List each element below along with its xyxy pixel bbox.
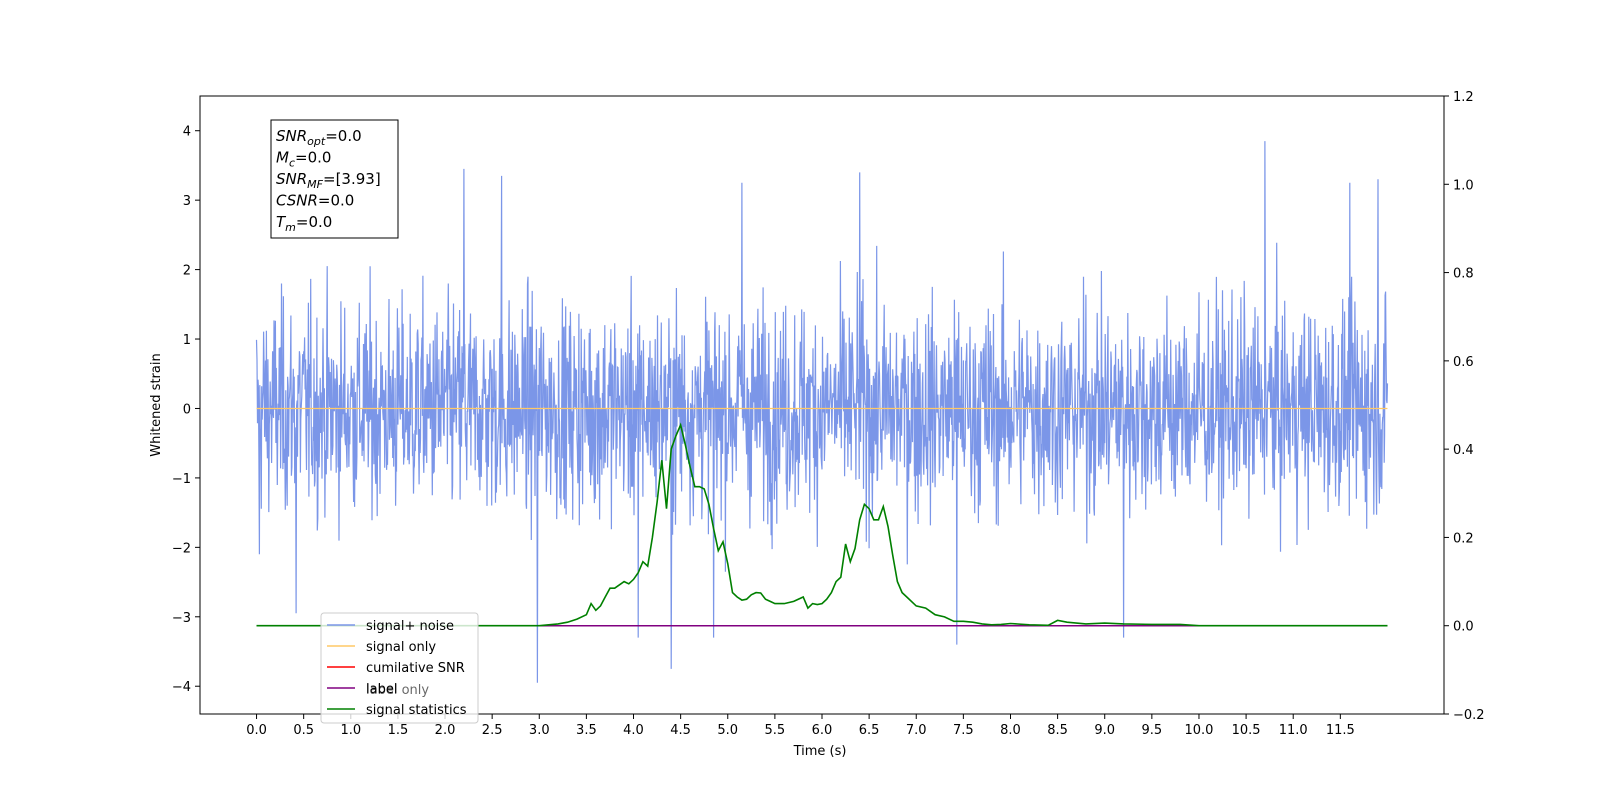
x-tick-label: 10.5	[1232, 723, 1261, 738]
x-tick-label: 0.0	[246, 723, 267, 738]
y2-tick-label: 0.0	[1453, 620, 1474, 635]
y-tick-label: 1	[183, 333, 191, 348]
y2-tick-label: 0.4	[1453, 443, 1474, 458]
y-axis-left: 4 3 2 1 0 −1 −2 −3 −4	[172, 125, 200, 695]
annotation-frame	[270, 119, 399, 239]
annotation-line: Mc=0.0	[276, 149, 331, 170]
y-tick-label: 4	[183, 125, 191, 140]
y-tick-label: −2	[172, 541, 191, 556]
x-tick-label: 6.0	[812, 723, 833, 738]
x-tick-label: 1.5	[388, 723, 409, 738]
x-tick-label: 3.5	[576, 723, 597, 738]
legend-hidden-text: label only	[366, 683, 429, 698]
y2-tick-label: 1.0	[1453, 178, 1474, 193]
y-tick-label: −4	[172, 680, 191, 695]
annotation-line: SNRopt=0.0	[276, 127, 362, 148]
x-tick-label: 11.0	[1279, 723, 1308, 738]
x-axis-label: Time (s)	[793, 744, 847, 759]
x-tick-label: 2.5	[482, 723, 503, 738]
legend-entry: signal+ noise	[366, 619, 454, 634]
x-tick-label: 10.0	[1184, 723, 1213, 738]
legend: label only signal+ noise signal only cumila…	[320, 612, 479, 724]
x-tick-label: 3.0	[529, 723, 550, 738]
x-tick-label: 4.5	[670, 723, 691, 738]
x-tick-label: 7.5	[953, 723, 974, 738]
y2-tick-label: −0.2	[1453, 708, 1485, 723]
noise-series	[255, 141, 1389, 683]
y-tick-label: 3	[183, 194, 191, 209]
x-tick-label: 0.5	[293, 723, 314, 738]
y2-tick-label: 0.6	[1453, 355, 1474, 370]
legend-entry: cumilative SNR	[366, 661, 465, 676]
x-tick-label: 1.0	[340, 723, 361, 738]
y-tick-label: 0	[183, 402, 191, 417]
x-tick-label: 5.0	[717, 723, 738, 738]
x-tick-label: 4.0	[623, 723, 644, 738]
y-tick-label: −3	[172, 611, 191, 626]
legend-entry: label	[366, 682, 397, 697]
y-tick-label: 2	[183, 264, 191, 279]
signal-statistics-series	[256, 422, 1388, 627]
x-tick-label: 6.5	[859, 723, 880, 738]
x-tick-label: 9.0	[1094, 723, 1115, 738]
y-tick-label: −1	[172, 472, 191, 487]
x-axis: 0.0 0.5 1.0 1.5 2.0 2.5 3.0 3.5 4.0 4.5 5.0 5.5 6.0 6…	[246, 714, 1355, 738]
x-tick-label: 7.0	[906, 723, 927, 738]
x-tick-label: 9.5	[1142, 723, 1163, 738]
y-axis-right: 1.2 1.0 0.8 0.6 0.4 0.2 0.0 −0.2	[1444, 90, 1485, 723]
x-tick-label: 8.5	[1047, 723, 1068, 738]
y-axis-label: Whitened strain	[149, 353, 164, 456]
x-tick-label: 11.5	[1326, 723, 1355, 738]
annotation-line: Tm=0.0	[276, 213, 332, 234]
annotation-line: CSNR=0.0	[276, 192, 354, 210]
annotation-line: SNRMF=[3.93]	[276, 170, 381, 191]
legend-entry: signal statistics	[366, 703, 467, 718]
signal-statistics-line	[256, 422, 1388, 627]
y2-tick-label: 1.2	[1453, 90, 1474, 105]
y2-tick-label: 0.8	[1453, 267, 1474, 282]
noise-line	[255, 141, 1389, 683]
x-tick-label: 5.5	[765, 723, 786, 738]
y2-tick-label: 0.2	[1453, 531, 1474, 546]
x-tick-label: 8.0	[1000, 723, 1021, 738]
legend-frame	[320, 612, 479, 724]
legend-entry: signal only	[366, 640, 436, 655]
x-tick-label: 2.0	[435, 723, 456, 738]
